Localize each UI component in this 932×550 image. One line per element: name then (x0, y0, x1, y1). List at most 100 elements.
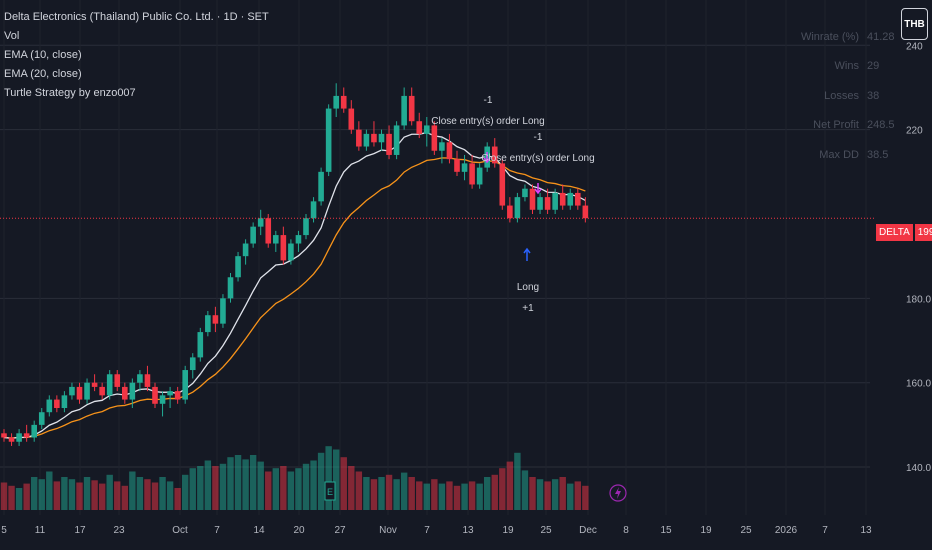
candle-body (544, 197, 551, 210)
stat-row: Max DD 38.5 (819, 148, 889, 161)
x-tick-label: 19 (502, 525, 514, 536)
strategy-stats-table: Winrate (%) 41.28 Wins 29 Losses 38 Net Pro… (800, 22, 895, 170)
flash-icon[interactable] (609, 484, 627, 502)
volume-bar (23, 483, 30, 510)
stat-row: Winrate (%) 41.28 (800, 30, 895, 43)
candle-body (582, 205, 589, 219)
candle-body (514, 197, 521, 219)
volume-bar (219, 463, 227, 510)
volume-bar (393, 479, 400, 510)
volume-bar (348, 466, 355, 510)
ticker-label: DELTA (876, 224, 913, 241)
svg-text:E: E (327, 487, 333, 497)
candle-body (23, 433, 30, 438)
volume-bar (249, 455, 257, 510)
volume-bar (151, 482, 159, 510)
volume-bar (423, 483, 430, 510)
x-tick-label: 15 (660, 525, 672, 536)
candle-body (16, 433, 22, 442)
volume-bar (144, 479, 151, 510)
volume-bar (310, 460, 317, 510)
currency-button[interactable]: THB (901, 8, 928, 40)
x-tick-label: Oct (172, 525, 188, 536)
candle-body (182, 370, 188, 400)
x-tick-label: 11 (35, 525, 46, 536)
volume-bar (370, 479, 378, 510)
volume-bar (468, 481, 476, 510)
strategy-label[interactable]: Turtle Strategy by enzo007 (4, 87, 136, 99)
x-tick-label: 20 (293, 525, 305, 536)
y-tick-label: 240 (906, 41, 923, 52)
earnings-icon[interactable]: E (324, 481, 336, 501)
vol-label[interactable]: Vol (4, 30, 20, 42)
candle-body (401, 95, 407, 126)
candle-body (310, 201, 317, 219)
exit-arrow-head-icon (483, 157, 491, 164)
trade-label: -1 (484, 95, 493, 106)
symbol-title[interactable]: Delta Electronics (Thailand) Public Co. … (4, 11, 269, 23)
candle-body (250, 226, 256, 244)
candle-body (491, 146, 498, 164)
volume-bar (453, 485, 461, 510)
candle-body (424, 125, 430, 134)
candle-body (363, 133, 370, 147)
volume-bar (227, 457, 234, 510)
volume-bar (76, 482, 83, 510)
trade-label: Long (517, 282, 539, 293)
volume-bar (287, 471, 295, 510)
candle-body (242, 243, 249, 257)
volume-bar (257, 461, 264, 510)
candle-body (114, 374, 121, 387)
volume-bar (159, 477, 166, 510)
volume-bar (265, 471, 272, 510)
volume-bar (53, 481, 61, 510)
ema10-label[interactable]: EMA (10, close) (4, 49, 82, 61)
volume-bar (83, 477, 91, 510)
candle-body (167, 391, 173, 396)
volume-bar (363, 477, 370, 510)
candle-body (257, 218, 264, 227)
candle-body (356, 129, 362, 147)
volume-bar (491, 474, 498, 510)
volume-bar (476, 483, 483, 510)
candle-body (69, 386, 75, 396)
x-tick-label: 5 (1, 525, 7, 536)
candle-body (280, 235, 287, 261)
candle-body (106, 374, 113, 396)
candle-body (212, 315, 219, 324)
candle-body (378, 133, 385, 143)
stat-row: Net Profit 248.5 (813, 119, 895, 132)
candle-body (446, 142, 453, 160)
candle-body (174, 391, 181, 400)
volume-bar (385, 474, 393, 510)
exit-arrow-head-icon (534, 188, 542, 195)
volume-bar (400, 472, 408, 510)
candle-body (152, 386, 158, 404)
candle-body (273, 235, 279, 244)
volume-bar (506, 461, 514, 510)
candle-body (8, 437, 15, 442)
volume-bar (68, 479, 76, 510)
volume-bar (272, 468, 279, 510)
candle-body (122, 386, 128, 400)
x-tick-label: 27 (334, 525, 346, 536)
x-tick-label: 13 (860, 525, 872, 536)
volume-bar (544, 481, 551, 510)
volume-bar (378, 477, 385, 510)
trade-label: Close entry(s) order Long (481, 153, 594, 164)
volume-bar (8, 485, 15, 510)
volume-bar (521, 470, 529, 510)
candle-body (469, 163, 475, 185)
stat-row: Wins 29 (834, 60, 880, 73)
volume-bar (567, 483, 574, 510)
candle-body (295, 235, 302, 244)
candle-body (529, 188, 536, 210)
x-tick-label: Dec (579, 525, 597, 536)
y-tick-label: 160.0 (906, 379, 931, 390)
ema10-line (3, 131, 586, 439)
volume-bar (234, 455, 242, 510)
x-tick-label: 25 (740, 525, 752, 536)
ema20-label[interactable]: EMA (20, close) (4, 68, 82, 80)
candle-body (499, 163, 506, 206)
